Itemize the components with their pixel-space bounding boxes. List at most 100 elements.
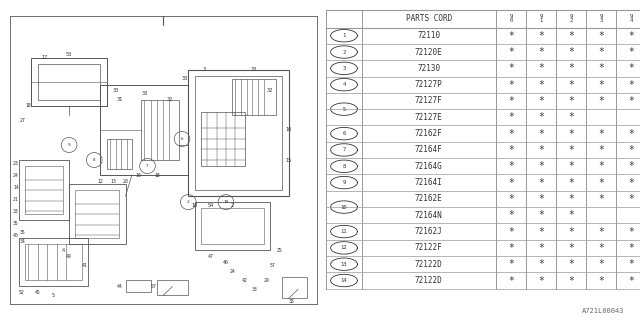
Text: *: *	[598, 47, 604, 57]
Text: *: *	[628, 178, 634, 188]
Text: 72120E: 72120E	[415, 48, 443, 57]
Text: 42: 42	[242, 278, 248, 283]
Text: *: *	[508, 161, 514, 171]
Text: 32: 32	[166, 97, 173, 102]
Text: *: *	[598, 129, 604, 139]
Text: *: *	[628, 63, 634, 73]
Text: 46: 46	[223, 260, 228, 265]
Text: *: *	[628, 31, 634, 41]
Text: 5: 5	[52, 293, 55, 298]
Text: 10: 10	[285, 127, 292, 132]
Text: 72164G: 72164G	[415, 162, 443, 171]
Text: *: *	[568, 129, 574, 139]
Text: 14: 14	[13, 185, 19, 189]
Text: *: *	[538, 47, 544, 57]
Text: *: *	[598, 178, 604, 188]
Text: 20: 20	[123, 179, 129, 184]
Text: 10: 10	[191, 203, 198, 208]
Text: *: *	[508, 145, 514, 155]
Text: 4: 4	[61, 248, 65, 253]
Text: *: *	[538, 145, 544, 155]
Text: 9: 9	[68, 143, 70, 147]
Text: 2: 2	[187, 200, 189, 204]
Text: 72110: 72110	[417, 31, 440, 40]
Text: 9
4: 9 4	[630, 14, 633, 23]
Text: 5: 5	[342, 107, 346, 112]
Text: 6: 6	[342, 131, 346, 136]
Text: 35: 35	[19, 230, 25, 235]
Text: 54: 54	[207, 203, 213, 208]
Text: 72164I: 72164I	[415, 178, 443, 187]
Text: 33: 33	[13, 209, 19, 214]
Text: *: *	[598, 96, 604, 106]
Text: 9: 9	[342, 180, 346, 185]
Text: *: *	[598, 227, 604, 236]
Text: *: *	[598, 145, 604, 155]
Text: *: *	[538, 96, 544, 106]
Text: 13: 13	[340, 262, 348, 267]
Text: 33: 33	[141, 91, 147, 96]
Text: 9
0: 9 0	[509, 14, 513, 23]
Text: *: *	[568, 96, 574, 106]
Text: *: *	[598, 80, 604, 90]
Text: *: *	[538, 259, 544, 269]
Text: *: *	[568, 47, 574, 57]
Text: 32: 32	[267, 88, 273, 93]
Text: 72122D: 72122D	[415, 276, 443, 285]
Text: *: *	[628, 145, 634, 155]
Text: 72162E: 72162E	[415, 195, 443, 204]
Text: 49: 49	[67, 254, 72, 259]
Text: *: *	[538, 276, 544, 285]
Text: 7: 7	[146, 164, 149, 168]
Text: *: *	[538, 210, 544, 220]
Text: 12: 12	[340, 245, 348, 250]
Text: *: *	[508, 112, 514, 122]
Text: *: *	[508, 194, 514, 204]
Text: *: *	[598, 243, 604, 253]
Text: A721L00043: A721L00043	[582, 308, 624, 314]
Text: 72130: 72130	[417, 64, 440, 73]
Text: *: *	[538, 63, 544, 73]
Text: *: *	[628, 227, 634, 236]
Text: *: *	[538, 31, 544, 41]
Text: 72162F: 72162F	[415, 129, 443, 138]
Text: 33: 33	[251, 67, 257, 72]
Text: *: *	[508, 259, 514, 269]
Text: 44: 44	[116, 284, 122, 289]
Text: 45: 45	[35, 290, 40, 295]
Text: 72122F: 72122F	[415, 244, 443, 252]
Text: *: *	[628, 129, 634, 139]
Text: 3: 3	[202, 67, 205, 72]
Text: *: *	[508, 129, 514, 139]
Text: *: *	[508, 210, 514, 220]
Text: 7: 7	[342, 148, 346, 152]
Text: 72122D: 72122D	[415, 260, 443, 269]
Text: 8: 8	[342, 164, 346, 169]
Text: *: *	[508, 31, 514, 41]
Text: 27: 27	[19, 118, 25, 124]
Text: *: *	[508, 96, 514, 106]
Text: *: *	[628, 259, 634, 269]
Text: *: *	[568, 227, 574, 236]
Text: 33: 33	[182, 76, 188, 81]
Text: *: *	[568, 243, 574, 253]
Text: 8: 8	[93, 158, 95, 162]
Text: *: *	[538, 161, 544, 171]
Text: *: *	[628, 194, 634, 204]
Text: 14: 14	[340, 278, 348, 283]
Text: 25: 25	[276, 248, 282, 253]
Text: *: *	[568, 161, 574, 171]
Text: 33: 33	[113, 88, 119, 93]
Text: 29: 29	[264, 278, 269, 283]
Text: 40: 40	[13, 233, 19, 238]
Text: 3: 3	[342, 66, 346, 71]
Text: 2: 2	[342, 50, 346, 54]
Text: 13: 13	[110, 179, 116, 184]
Text: *: *	[508, 178, 514, 188]
Text: 35: 35	[13, 221, 19, 226]
Text: 72127E: 72127E	[415, 113, 443, 122]
Text: 47: 47	[207, 254, 213, 259]
Text: 18: 18	[154, 172, 160, 178]
Text: *: *	[628, 243, 634, 253]
Text: 21: 21	[13, 196, 19, 202]
